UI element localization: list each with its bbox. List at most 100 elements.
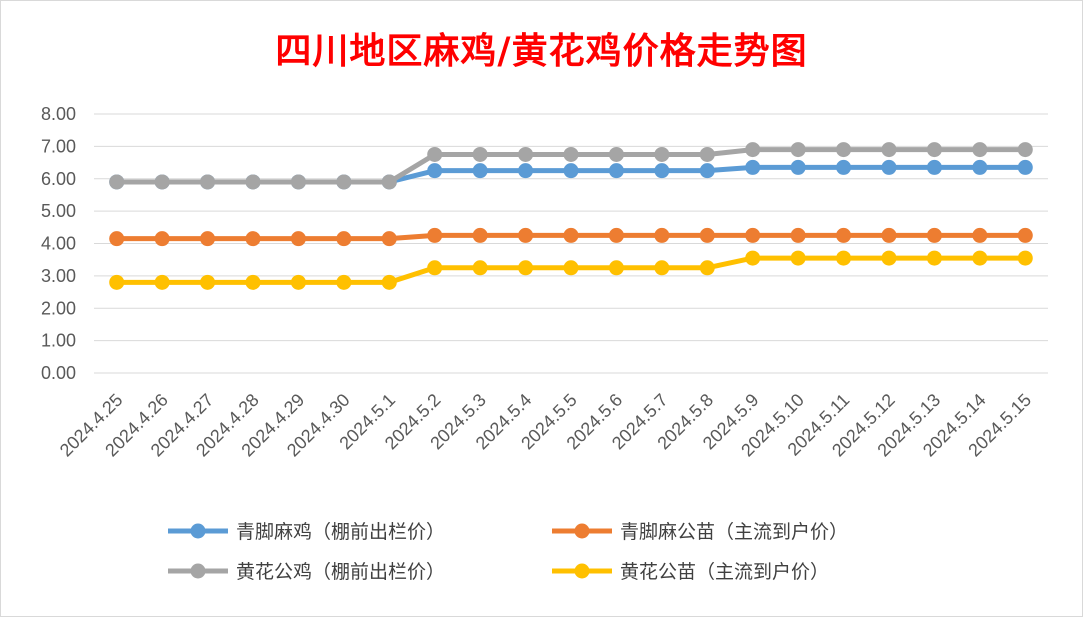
- data-point: [881, 250, 897, 266]
- data-point: [427, 163, 443, 179]
- data-point: [1017, 227, 1033, 243]
- data-point: [472, 227, 488, 243]
- data-point: [154, 174, 170, 190]
- data-point: [472, 146, 488, 162]
- legend: 青脚麻鸡（棚前出栏价） 青脚麻公苗（主流到户价） 黄花公鸡（棚前出栏价） 黄花公苗（主…: [168, 521, 848, 583]
- data-point: [608, 260, 624, 276]
- data-point: [245, 231, 261, 247]
- data-point: [290, 274, 306, 290]
- data-point: [563, 146, 579, 162]
- legend-marker: [574, 563, 590, 579]
- data-point: [245, 174, 261, 190]
- legend-item: 青脚麻鸡（棚前出栏价）: [168, 521, 445, 543]
- data-point: [745, 250, 761, 266]
- data-point: [881, 159, 897, 175]
- legend-marker: [190, 563, 206, 579]
- data-point: [290, 174, 306, 190]
- data-point: [381, 274, 397, 290]
- legend-label: 黄花公鸡（棚前出栏价）: [236, 561, 445, 583]
- data-point: [518, 227, 534, 243]
- x-axis-ticks: 2024.4.252024.4.262024.4.272024.4.282024…: [56, 390, 1035, 461]
- data-point: [836, 227, 852, 243]
- data-point: [881, 227, 897, 243]
- data-point: [245, 274, 261, 290]
- data-point: [427, 260, 443, 276]
- data-point: [336, 231, 352, 247]
- data-point: [790, 227, 806, 243]
- legend-marker: [190, 523, 206, 539]
- y-axis-ticks: 0.00 1.00 2.00 3.00 4.00 5.00 6.00 7.00 8.00: [41, 104, 76, 383]
- data-point: [1017, 250, 1033, 266]
- legend-marker: [574, 523, 590, 539]
- data-point: [336, 174, 352, 190]
- data-point: [200, 231, 216, 247]
- data-point: [608, 163, 624, 179]
- y-tick-label: 6.00: [41, 169, 76, 189]
- legend-label: 青脚麻鸡（棚前出栏价）: [236, 521, 445, 543]
- data-point: [518, 163, 534, 179]
- data-point: [109, 231, 125, 247]
- data-point: [608, 227, 624, 243]
- data-point: [427, 227, 443, 243]
- y-tick-label: 7.00: [41, 136, 76, 156]
- data-point: [745, 142, 761, 158]
- data-point: [1017, 142, 1033, 158]
- legend-item: 黄花公鸡（棚前出栏价）: [168, 561, 445, 583]
- data-point: [836, 159, 852, 175]
- data-point: [699, 163, 715, 179]
- data-point: [926, 227, 942, 243]
- data-point: [926, 159, 942, 175]
- y-tick-label: 0.00: [41, 363, 76, 383]
- data-point: [836, 142, 852, 158]
- data-point: [109, 274, 125, 290]
- gridlines: [94, 113, 1048, 374]
- data-point: [154, 231, 170, 247]
- data-point: [472, 260, 488, 276]
- data-point: [790, 250, 806, 266]
- data-point: [608, 146, 624, 162]
- data-point: [563, 227, 579, 243]
- data-point: [381, 174, 397, 190]
- data-point: [926, 250, 942, 266]
- data-point: [972, 159, 988, 175]
- data-point: [1017, 159, 1033, 175]
- data-point: [154, 274, 170, 290]
- data-point: [790, 159, 806, 175]
- data-point: [790, 142, 806, 158]
- data-point: [972, 250, 988, 266]
- series-3: [109, 142, 1033, 190]
- y-tick-label: 8.00: [41, 104, 76, 124]
- data-point: [972, 227, 988, 243]
- data-point: [699, 260, 715, 276]
- data-point: [654, 163, 670, 179]
- series-group: [109, 142, 1033, 290]
- series-2: [109, 227, 1033, 247]
- legend-item: 黄花公苗（主流到户价）: [552, 561, 829, 583]
- data-point: [745, 159, 761, 175]
- data-point: [881, 142, 897, 158]
- data-point: [563, 260, 579, 276]
- series-4: [109, 250, 1033, 290]
- y-tick-label: 3.00: [41, 266, 76, 286]
- legend-label: 黄花公苗（主流到户价）: [620, 561, 829, 583]
- data-point: [654, 227, 670, 243]
- data-point: [336, 274, 352, 290]
- data-point: [200, 174, 216, 190]
- y-tick-label: 5.00: [41, 201, 76, 221]
- data-point: [926, 142, 942, 158]
- y-tick-label: 2.00: [41, 298, 76, 318]
- data-point: [745, 227, 761, 243]
- data-point: [518, 260, 534, 276]
- data-point: [654, 260, 670, 276]
- legend-item: 青脚麻公苗（主流到户价）: [552, 521, 848, 543]
- data-point: [654, 146, 670, 162]
- y-tick-label: 1.00: [41, 331, 76, 351]
- data-point: [472, 163, 488, 179]
- y-tick-label: 4.00: [41, 234, 76, 254]
- data-point: [699, 146, 715, 162]
- legend-label: 青脚麻公苗（主流到户价）: [620, 521, 848, 543]
- data-point: [109, 174, 125, 190]
- data-point: [972, 142, 988, 158]
- data-point: [836, 250, 852, 266]
